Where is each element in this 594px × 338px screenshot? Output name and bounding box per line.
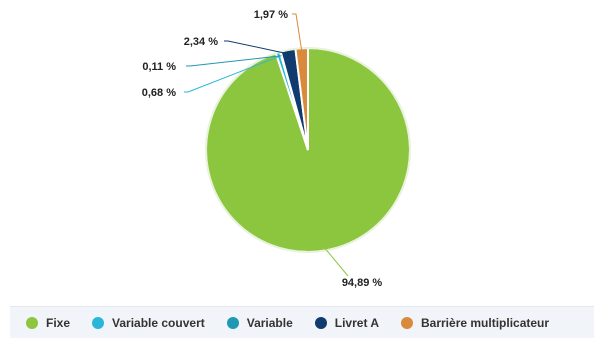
legend-label-variable-couvert: Variable couvert (112, 315, 205, 330)
data-label-barriere-multiplicateur: 1,97 % (254, 9, 288, 21)
legend-label-barriere-multiplicateur: Barrière multiplicateur (421, 315, 550, 330)
data-label-fixe: 94,89 % (342, 277, 383, 289)
leader-line-variable (186, 55, 282, 67)
legend-swatch-variable-couvert (92, 316, 105, 329)
leader-line-variable-couvert (184, 55, 280, 93)
pie-outline (205, 47, 411, 253)
legend-swatch-barriere-multiplicateur (401, 316, 413, 329)
pie-slices (205, 46, 411, 253)
legend-label-fixe: Fixe (46, 315, 71, 330)
chart-legend: Fixe Variable couvert Variable Livret A … (10, 306, 594, 338)
leader-line-fixe (323, 246, 349, 277)
legend-item-variable-couvert[interactable]: Variable couvert (92, 316, 205, 330)
leader-line-livret-a (224, 40, 289, 55)
data-label-livret-a: 2,34 % (184, 36, 218, 48)
legend-swatch-livret-a (314, 316, 327, 329)
legend-label-variable: Variable (246, 315, 293, 330)
legend-item-variable[interactable]: Variable (226, 315, 293, 330)
legend-swatch-variable (226, 316, 239, 329)
pie-data-labels: 94,89 % 0,68 % 0,11 % 2,34 % 1,97 % (142, 9, 383, 289)
legend-item-barriere-multiplicateur[interactable]: Barrière multiplicateur (401, 316, 549, 330)
data-label-variable-couvert: 0,68 % (142, 87, 176, 99)
legend-label-livret-a: Livret A (334, 315, 379, 330)
legend-item-fixe[interactable]: Fixe (26, 316, 70, 330)
pie-leader-lines (184, 13, 349, 277)
legend-item-livret-a[interactable]: Livret A (314, 315, 379, 330)
data-label-variable: 0,11 % (142, 61, 176, 73)
leader-line-barriere-multiplicateur (292, 13, 303, 53)
legend-swatch-fixe (26, 316, 38, 329)
